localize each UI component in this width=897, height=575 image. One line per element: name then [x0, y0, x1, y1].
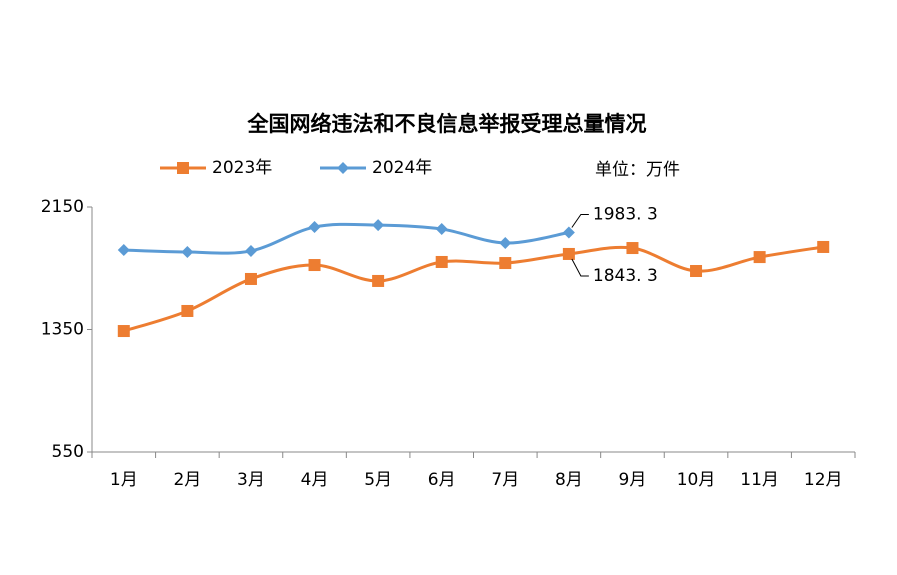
- point: [499, 236, 512, 249]
- leader-line: [571, 214, 589, 228]
- x-tick-label: 9月: [619, 470, 647, 490]
- point: [372, 219, 385, 232]
- point: [626, 242, 639, 255]
- legend-label: 2023年: [212, 158, 272, 178]
- x-tick-label: 4月: [301, 470, 329, 490]
- point: [562, 247, 575, 260]
- unit-note: 单位：万件: [595, 160, 680, 180]
- point: [181, 304, 194, 317]
- y-tick-label: 550: [52, 442, 84, 462]
- data-label: 1983. 3: [593, 205, 658, 225]
- point: [690, 265, 703, 278]
- point: [435, 223, 448, 236]
- data-label: 1843. 3: [593, 266, 658, 286]
- x-tick-label: 2月: [173, 470, 201, 490]
- point: [372, 274, 385, 287]
- x-tick-label: 1月: [110, 470, 138, 490]
- point: [308, 221, 321, 234]
- x-tick-label: 11月: [740, 470, 779, 490]
- y-tick-label: 1350: [41, 320, 84, 340]
- point: [817, 240, 830, 253]
- legend-marker: [337, 162, 349, 174]
- y-tick-label: 2150: [41, 197, 84, 217]
- point: [244, 272, 257, 285]
- chart-title: 全国网络违法和不良信息举报受理总量情况: [247, 112, 647, 136]
- point: [117, 244, 130, 257]
- point: [244, 244, 257, 257]
- point: [181, 246, 194, 259]
- legend-marker: [177, 162, 189, 174]
- x-tick-label: 12月: [804, 470, 843, 490]
- x-tick-label: 3月: [237, 470, 265, 490]
- point: [117, 325, 130, 338]
- legend-label: 2024年: [372, 158, 432, 178]
- x-tick-label: 10月: [677, 470, 716, 490]
- point: [499, 257, 512, 270]
- point: [753, 251, 766, 264]
- x-tick-label: 6月: [428, 470, 456, 490]
- x-tick-label: 5月: [364, 470, 392, 490]
- point: [308, 259, 321, 272]
- series-line: [123, 222, 570, 255]
- x-tick-label: 7月: [491, 470, 519, 490]
- series-line: [123, 245, 824, 333]
- point: [562, 226, 575, 239]
- x-tick-label: 8月: [555, 470, 583, 490]
- point: [435, 255, 448, 268]
- leader-line: [571, 258, 589, 277]
